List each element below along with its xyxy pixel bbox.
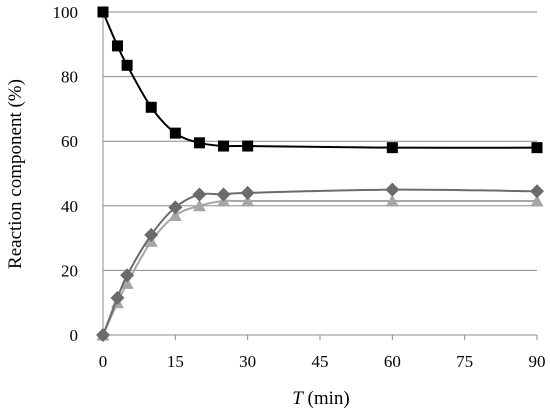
series-square (97, 6, 543, 154)
triangle-marker (385, 194, 399, 207)
square-marker (242, 140, 254, 152)
y-tick-labels: 0 20 40 60 80 100 (53, 3, 79, 345)
triangle-marker (530, 194, 544, 207)
diamond-marker (192, 187, 207, 202)
series-line (102, 188, 538, 336)
y-tick-label: 20 (61, 261, 78, 280)
x-tick-label: 90 (529, 352, 546, 371)
y-tick-label: 40 (61, 197, 78, 216)
x-tick-label: 15 (167, 352, 184, 371)
y-tick-label: 0 (70, 326, 79, 345)
diamond-marker (120, 268, 135, 283)
x-tick-label: 0 (99, 352, 108, 371)
series-line (102, 11, 538, 149)
series-group (96, 6, 544, 342)
series-line (102, 199, 537, 336)
triangle-marker (241, 194, 255, 207)
diamond-marker (530, 184, 544, 199)
square-marker (121, 59, 133, 71)
y-tick-label: 80 (61, 68, 78, 87)
diamond-marker (385, 182, 400, 197)
gridlines (103, 11, 537, 271)
series-diamond (96, 182, 544, 342)
diamond-marker (240, 185, 255, 200)
y-tick-label: 100 (53, 3, 79, 22)
triangle-marker (168, 208, 182, 221)
x-axis-title-unit: (min) (303, 388, 350, 409)
square-marker (111, 40, 123, 52)
square-marker (169, 127, 181, 139)
square-marker (193, 137, 205, 149)
x-tick-label: 45 (312, 352, 329, 371)
diamond-marker (216, 187, 231, 202)
diamond-marker (144, 227, 159, 242)
diamond-marker (110, 290, 125, 305)
x-axis-title: T (min) (292, 388, 350, 409)
x-tick-label: 30 (239, 352, 256, 371)
y-tick-label: 60 (61, 132, 78, 151)
y-axis-title: Reaction component (%) (5, 79, 26, 269)
diamond-marker (96, 328, 110, 342)
x-axis-title-variable: T (292, 388, 304, 409)
triangle-marker (120, 276, 134, 289)
square-marker (218, 140, 230, 152)
series-triangle (96, 194, 544, 341)
diamond-marker (168, 200, 183, 215)
x-tick-label: 75 (456, 352, 473, 371)
x-tick-label: 60 (384, 352, 401, 371)
triangle-marker (192, 199, 206, 212)
axes (102, 12, 538, 340)
square-marker (145, 101, 157, 113)
x-tick-labels: 0 15 30 45 60 75 90 (99, 352, 546, 371)
square-marker (386, 142, 398, 154)
square-marker (531, 142, 543, 154)
square-marker (97, 6, 109, 18)
